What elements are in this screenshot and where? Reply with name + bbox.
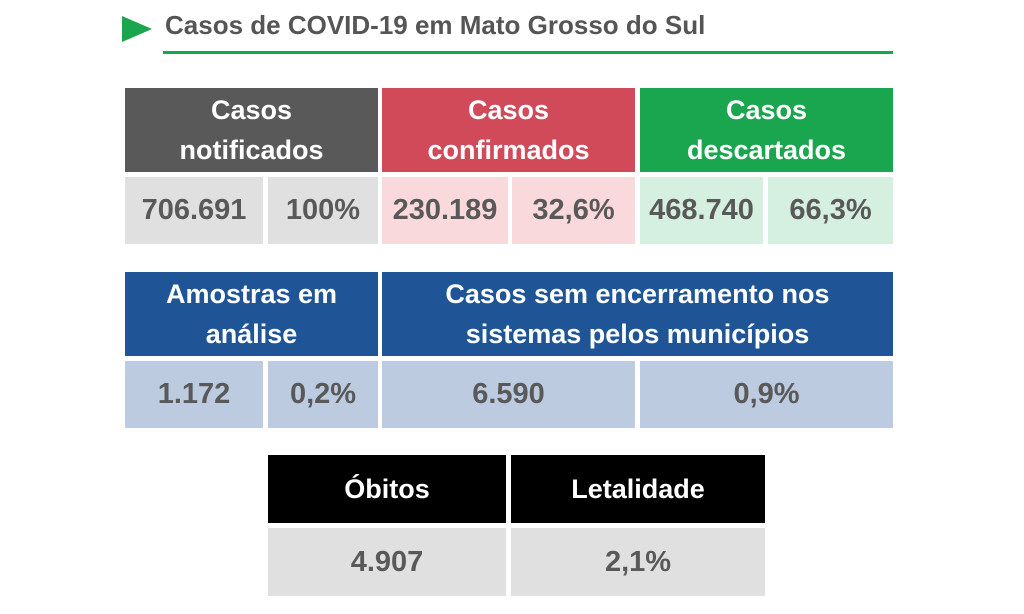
value-cell: 66,3% bbox=[768, 177, 893, 244]
value-cell: 1.172 bbox=[125, 361, 263, 428]
value-cell: 706.691 bbox=[125, 177, 263, 244]
header-cell: Casos notificados bbox=[125, 88, 378, 172]
value-cell: 32,6% bbox=[512, 177, 635, 244]
header-cell: Casos descartados bbox=[640, 88, 893, 172]
title-marker bbox=[122, 16, 152, 42]
value-cell: 6.590 bbox=[382, 361, 635, 428]
header-cell: Casos sem encerramento nos sistemas pelo… bbox=[382, 272, 893, 356]
value-cell: 100% bbox=[268, 177, 378, 244]
header-cell: Letalidade bbox=[511, 455, 765, 523]
value-cell: 0,2% bbox=[268, 361, 378, 428]
value-cell: 468.740 bbox=[640, 177, 763, 244]
header-cell: Casos confirmados bbox=[382, 88, 635, 172]
title: Casos de COVID-19 em Mato Grosso do Sul bbox=[165, 10, 706, 40]
value-cell: 0,9% bbox=[640, 361, 893, 428]
value-cell: 230.189 bbox=[382, 177, 508, 244]
title-underline bbox=[163, 51, 893, 54]
header-cell: Óbitos bbox=[268, 455, 506, 523]
value-cell: 2,1% bbox=[511, 528, 765, 596]
value-cell: 4.907 bbox=[268, 528, 506, 596]
header-cell: Amostras em análise bbox=[125, 272, 378, 356]
